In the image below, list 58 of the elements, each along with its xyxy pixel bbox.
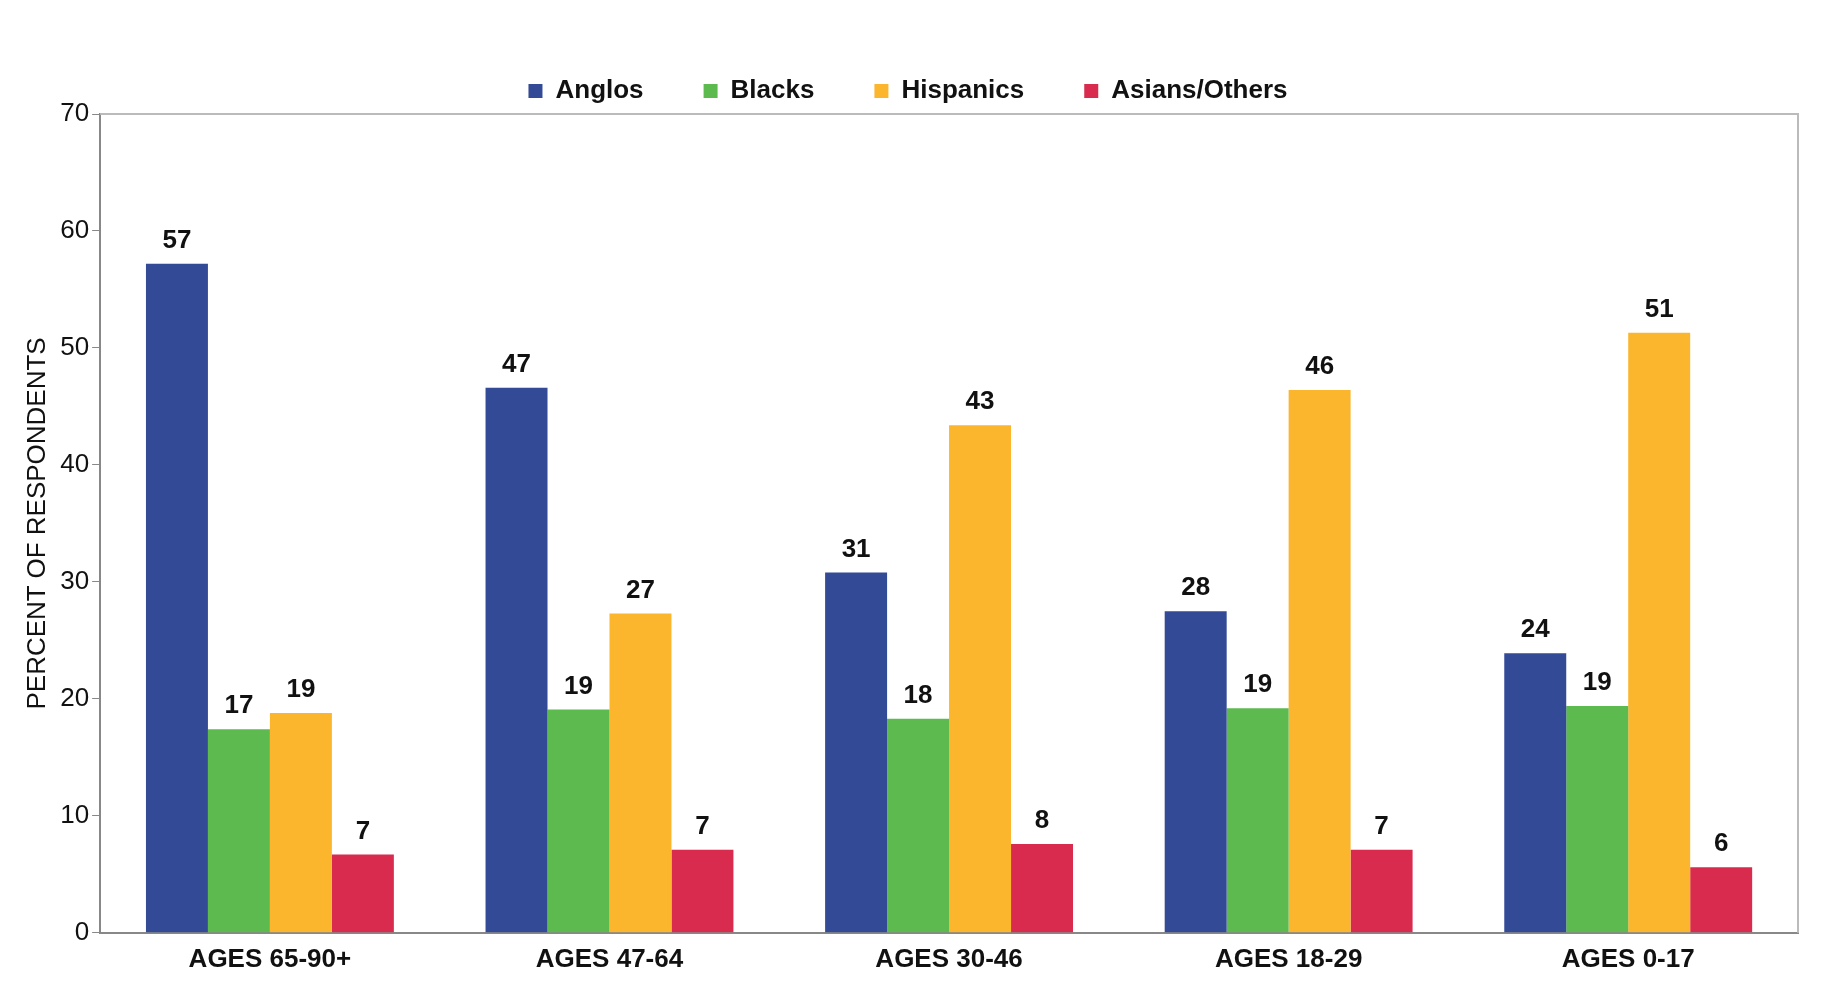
bar bbox=[1288, 390, 1351, 933]
data-label: 24 bbox=[1520, 613, 1551, 644]
bar bbox=[825, 572, 888, 933]
y-tick-label: 10 bbox=[60, 799, 90, 829]
data-label: 7 bbox=[695, 809, 710, 840]
bar bbox=[269, 712, 332, 933]
bar bbox=[671, 849, 734, 933]
data-label: 31 bbox=[841, 532, 871, 563]
bar bbox=[331, 854, 394, 933]
y-tick-label: 20 bbox=[60, 682, 90, 713]
bar bbox=[1628, 332, 1691, 933]
legend-label: Asians/Others bbox=[1111, 74, 1288, 105]
bar bbox=[887, 718, 950, 933]
bar bbox=[1350, 849, 1413, 933]
data-label: 6 bbox=[1713, 827, 1729, 858]
x-tick-label: AGES 47-64 bbox=[535, 942, 684, 973]
data-label: 19 bbox=[564, 669, 593, 700]
data-label: 8 bbox=[1034, 804, 1050, 835]
data-label: 19 bbox=[1243, 668, 1273, 699]
y-tick-label: 0 bbox=[74, 915, 90, 946]
data-label: 7 bbox=[355, 814, 371, 845]
data-label: 19 bbox=[286, 673, 316, 704]
bar bbox=[609, 613, 672, 933]
x-tick-label: AGES 65-90+ bbox=[188, 942, 352, 973]
legend-label: Anglos bbox=[555, 74, 644, 105]
y-tick-label: 40 bbox=[60, 448, 90, 479]
y-tick-label: 50 bbox=[60, 331, 90, 362]
bar bbox=[485, 387, 548, 933]
bar bbox=[1566, 705, 1629, 933]
bar bbox=[1690, 867, 1753, 933]
bar bbox=[1226, 708, 1289, 933]
data-label: 57 bbox=[162, 223, 192, 254]
data-label: 18 bbox=[903, 678, 933, 709]
y-tick-label: 30 bbox=[60, 565, 90, 596]
bar bbox=[1504, 653, 1567, 933]
bar bbox=[1164, 611, 1227, 933]
legend-label: Blacks bbox=[730, 74, 815, 105]
legend-label: Hispanics bbox=[901, 74, 1025, 105]
data-label: 46 bbox=[1305, 350, 1335, 381]
bar bbox=[145, 263, 208, 933]
y-tick-label: 70 bbox=[60, 97, 90, 128]
data-label: 27 bbox=[626, 573, 655, 604]
data-label: 19 bbox=[1582, 666, 1612, 697]
x-tick-label: AGES 0-17 bbox=[1561, 942, 1695, 973]
y-axis-title: PERCENT OF RESPONDENTS bbox=[20, 337, 51, 710]
x-tick-label: AGES 30-46 bbox=[875, 942, 1023, 973]
data-label: 7 bbox=[1374, 809, 1389, 840]
bar bbox=[547, 709, 610, 933]
x-tick-label: AGES 18-29 bbox=[1214, 942, 1363, 973]
bar bbox=[207, 729, 270, 933]
data-label: 43 bbox=[965, 385, 995, 416]
data-label: 51 bbox=[1644, 292, 1674, 323]
data-label: 47 bbox=[502, 347, 531, 378]
y-tick-label: 60 bbox=[60, 214, 90, 245]
data-label: 28 bbox=[1181, 571, 1211, 602]
bar bbox=[949, 425, 1012, 933]
data-label: 17 bbox=[224, 689, 254, 720]
bar bbox=[1011, 843, 1074, 933]
